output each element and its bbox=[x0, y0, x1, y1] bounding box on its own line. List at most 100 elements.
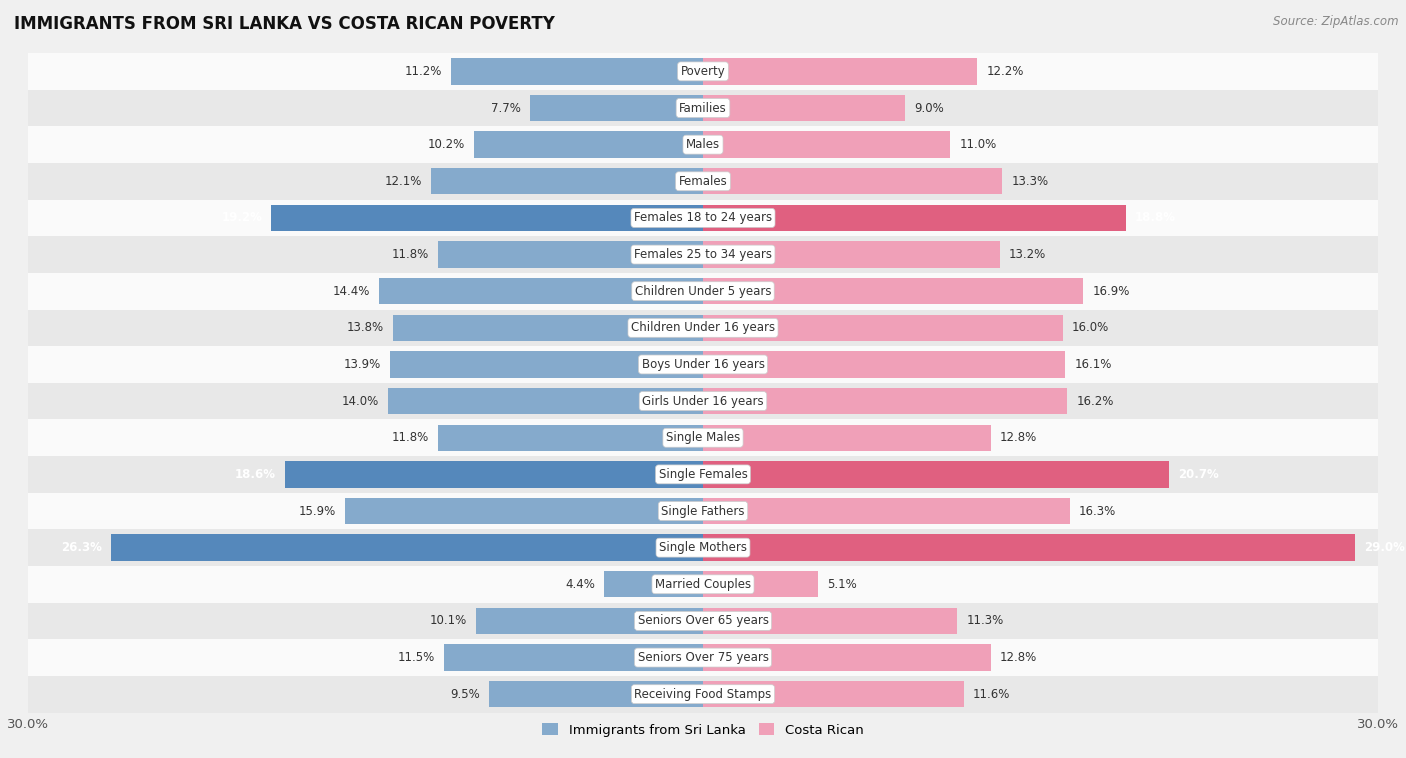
Bar bbox=[28, 419, 1378, 456]
Bar bbox=[703, 95, 905, 121]
Bar bbox=[380, 278, 703, 305]
Text: 18.8%: 18.8% bbox=[1135, 211, 1175, 224]
Bar bbox=[703, 424, 991, 451]
Bar bbox=[430, 168, 703, 195]
Text: 5.1%: 5.1% bbox=[827, 578, 856, 590]
Text: 11.0%: 11.0% bbox=[959, 138, 997, 151]
Bar bbox=[703, 534, 1355, 561]
Legend: Immigrants from Sri Lanka, Costa Rican: Immigrants from Sri Lanka, Costa Rican bbox=[537, 719, 869, 742]
Bar bbox=[28, 456, 1378, 493]
Text: Children Under 5 years: Children Under 5 years bbox=[634, 285, 772, 298]
Bar bbox=[28, 603, 1378, 639]
Text: Receiving Food Stamps: Receiving Food Stamps bbox=[634, 688, 772, 700]
Bar bbox=[28, 89, 1378, 127]
Text: 12.1%: 12.1% bbox=[384, 175, 422, 188]
Text: 16.0%: 16.0% bbox=[1071, 321, 1109, 334]
Bar bbox=[703, 388, 1067, 415]
Bar bbox=[437, 424, 703, 451]
Text: 11.6%: 11.6% bbox=[973, 688, 1011, 700]
Text: Seniors Over 75 years: Seniors Over 75 years bbox=[637, 651, 769, 664]
Bar bbox=[392, 315, 703, 341]
Bar bbox=[28, 676, 1378, 713]
Bar bbox=[444, 644, 703, 671]
Text: 13.8%: 13.8% bbox=[346, 321, 384, 334]
Text: Females 25 to 34 years: Females 25 to 34 years bbox=[634, 248, 772, 261]
Bar bbox=[28, 236, 1378, 273]
Bar bbox=[28, 346, 1378, 383]
Text: Single Mothers: Single Mothers bbox=[659, 541, 747, 554]
Bar bbox=[437, 241, 703, 268]
Bar bbox=[703, 681, 965, 707]
Text: IMMIGRANTS FROM SRI LANKA VS COSTA RICAN POVERTY: IMMIGRANTS FROM SRI LANKA VS COSTA RICAN… bbox=[14, 15, 555, 33]
Text: 26.3%: 26.3% bbox=[62, 541, 103, 554]
Bar bbox=[530, 95, 703, 121]
Bar bbox=[703, 205, 1126, 231]
Text: 14.4%: 14.4% bbox=[333, 285, 370, 298]
Bar bbox=[475, 608, 703, 634]
Bar bbox=[111, 534, 703, 561]
Bar bbox=[703, 351, 1066, 377]
Text: 7.7%: 7.7% bbox=[491, 102, 520, 114]
Bar bbox=[28, 309, 1378, 346]
Text: Seniors Over 65 years: Seniors Over 65 years bbox=[637, 615, 769, 628]
Text: 20.7%: 20.7% bbox=[1178, 468, 1219, 481]
Text: 13.2%: 13.2% bbox=[1010, 248, 1046, 261]
Text: Poverty: Poverty bbox=[681, 65, 725, 78]
Text: 19.2%: 19.2% bbox=[221, 211, 262, 224]
Text: 11.3%: 11.3% bbox=[966, 615, 1004, 628]
Text: 10.2%: 10.2% bbox=[427, 138, 464, 151]
Text: Source: ZipAtlas.com: Source: ZipAtlas.com bbox=[1274, 15, 1399, 28]
Text: 13.3%: 13.3% bbox=[1011, 175, 1049, 188]
Bar bbox=[28, 199, 1378, 236]
Text: 11.5%: 11.5% bbox=[398, 651, 436, 664]
Bar bbox=[28, 493, 1378, 529]
Text: Single Fathers: Single Fathers bbox=[661, 505, 745, 518]
Text: 16.3%: 16.3% bbox=[1078, 505, 1116, 518]
Text: Families: Families bbox=[679, 102, 727, 114]
Text: Married Couples: Married Couples bbox=[655, 578, 751, 590]
Bar bbox=[474, 131, 703, 158]
Text: Males: Males bbox=[686, 138, 720, 151]
Bar bbox=[703, 315, 1063, 341]
Text: 11.8%: 11.8% bbox=[391, 431, 429, 444]
Bar bbox=[28, 273, 1378, 309]
Bar bbox=[703, 278, 1083, 305]
Text: 16.2%: 16.2% bbox=[1077, 395, 1114, 408]
Bar bbox=[346, 498, 703, 525]
Text: Children Under 16 years: Children Under 16 years bbox=[631, 321, 775, 334]
Text: 9.5%: 9.5% bbox=[450, 688, 481, 700]
Bar bbox=[28, 127, 1378, 163]
Bar bbox=[391, 351, 703, 377]
Bar bbox=[28, 53, 1378, 89]
Text: 29.0%: 29.0% bbox=[1364, 541, 1405, 554]
Bar bbox=[28, 639, 1378, 676]
Bar bbox=[703, 644, 991, 671]
Bar bbox=[703, 498, 1070, 525]
Bar bbox=[28, 566, 1378, 603]
Bar bbox=[703, 461, 1168, 487]
Bar bbox=[703, 241, 1000, 268]
Bar bbox=[284, 461, 703, 487]
Text: 9.0%: 9.0% bbox=[914, 102, 945, 114]
Text: 15.9%: 15.9% bbox=[299, 505, 336, 518]
Text: 16.1%: 16.1% bbox=[1074, 358, 1112, 371]
Text: 10.1%: 10.1% bbox=[430, 615, 467, 628]
Bar bbox=[703, 131, 950, 158]
Text: 11.8%: 11.8% bbox=[391, 248, 429, 261]
Bar bbox=[451, 58, 703, 85]
Text: Single Males: Single Males bbox=[666, 431, 740, 444]
Bar bbox=[605, 571, 703, 597]
Bar bbox=[703, 608, 957, 634]
Text: 18.6%: 18.6% bbox=[235, 468, 276, 481]
Text: 13.9%: 13.9% bbox=[344, 358, 381, 371]
Text: Boys Under 16 years: Boys Under 16 years bbox=[641, 358, 765, 371]
Bar bbox=[271, 205, 703, 231]
Bar bbox=[703, 58, 977, 85]
Bar bbox=[28, 529, 1378, 566]
Bar bbox=[703, 168, 1002, 195]
Bar bbox=[28, 383, 1378, 419]
Text: 14.0%: 14.0% bbox=[342, 395, 380, 408]
Text: Girls Under 16 years: Girls Under 16 years bbox=[643, 395, 763, 408]
Text: 4.4%: 4.4% bbox=[565, 578, 595, 590]
Bar bbox=[28, 163, 1378, 199]
